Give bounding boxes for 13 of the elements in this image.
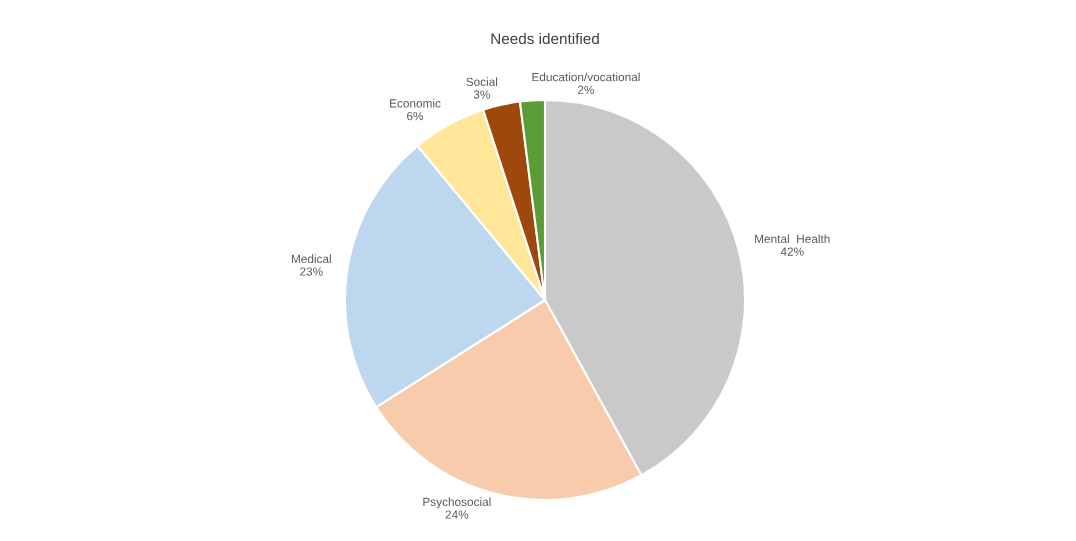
data-label: 23% [300,267,323,276]
data-label: 2% [577,85,595,94]
slice-label: Social [466,77,498,87]
data-label: 3% [473,90,490,99]
slice-label: Mental Health [755,234,830,244]
slice-label: Medical [291,254,331,264]
data-label: 24% [445,510,469,519]
slice-label: Economic [390,98,441,108]
data-label: 6% [407,111,424,121]
slice-label: Education/vocational [532,72,640,82]
chart-title: Needs identified [491,32,599,45]
slice-label: Psychosocial [423,497,491,509]
data-label: 42% [780,247,804,256]
